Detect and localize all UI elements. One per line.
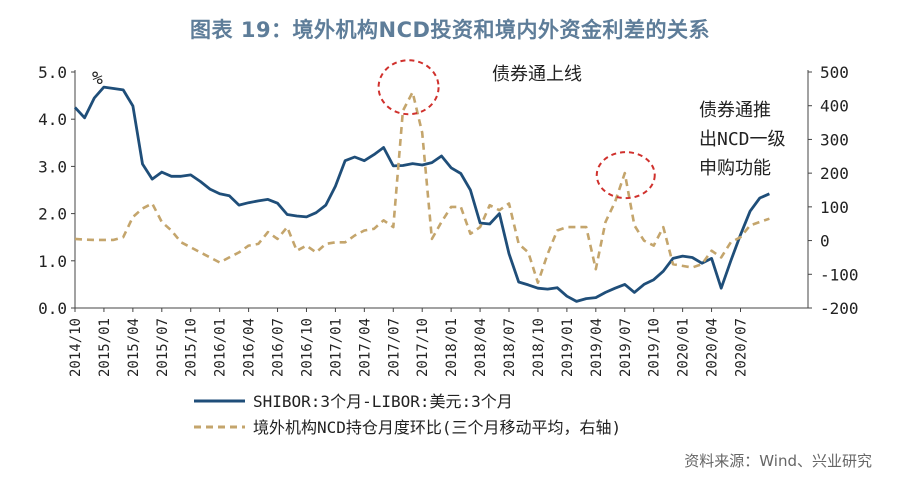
left-tick-label: 4.0 xyxy=(38,110,67,129)
x-tick-label: 2019/04 xyxy=(589,318,605,377)
x-tick-label: 2018/10 xyxy=(531,318,547,377)
x-tick-label: 2016/04 xyxy=(242,318,258,377)
right-tick-label: -100 xyxy=(820,265,859,284)
annotation-ncd-primary-subscription: 出NCD一级 xyxy=(699,129,786,150)
x-tick-label: 2018/07 xyxy=(502,318,518,377)
right-tick-label: 100 xyxy=(820,198,849,217)
x-tick-label: 2017/10 xyxy=(415,318,431,377)
x-tick-label: 2015/10 xyxy=(184,318,200,377)
x-tick-label: 2020/04 xyxy=(705,318,721,377)
right-tick-label: -200 xyxy=(820,299,859,318)
annotation-ncd-primary-subscription: 申购功能 xyxy=(699,158,771,179)
left-tick-label: 0.0 xyxy=(38,299,67,318)
right-tick-label: 400 xyxy=(820,97,849,116)
x-tick-label: 2016/07 xyxy=(271,318,287,377)
x-tick-label: 2019/10 xyxy=(647,318,663,377)
peak-highlight-ellipse xyxy=(595,151,656,200)
left-tick-label: 5.0 xyxy=(38,63,67,82)
x-tick-label: 2014/10 xyxy=(68,318,84,377)
right-tick-label: 0 xyxy=(820,232,830,251)
x-tick-label: 2015/01 xyxy=(97,318,113,377)
x-tick-label: 2016/10 xyxy=(299,318,315,377)
x-tick-label: 2017/07 xyxy=(386,318,402,377)
left-tick-label: 3.0 xyxy=(38,157,67,176)
x-tick-label: 2017/04 xyxy=(357,318,373,377)
x-tick-label: 2020/07 xyxy=(733,318,749,377)
x-tick-label: 2015/07 xyxy=(155,318,171,377)
legend-label-spread: SHIBOR:3个月-LIBOR:美元:3个月 xyxy=(253,392,513,411)
axes: 0.0 1.0 2.0 3.0 4.0 5.0 % -200 -100 0 100 200 300 400… xyxy=(38,63,858,377)
legend-label-ncd-holding: 境外机构NCD持仓月度环比(三个月移动平均，右轴) xyxy=(253,418,621,437)
x-tick-label: 2017/01 xyxy=(328,318,344,377)
marks xyxy=(73,85,770,303)
spread-series-line xyxy=(73,85,770,303)
annotation-ncd-primary-subscription: 债券通推 xyxy=(699,100,771,121)
legend: SHIBOR:3个月-LIBOR:美元:3个月境外机构NCD持仓月度环比(三个月… xyxy=(194,392,621,437)
right-tick-label: 500 xyxy=(820,63,849,82)
x-tick-label: 2018/01 xyxy=(444,318,460,377)
left-axis-unit: % xyxy=(92,68,103,89)
ncd-holding-series-line xyxy=(74,90,770,284)
right-tick-label: 300 xyxy=(820,130,849,149)
annotation-bond-connect-launch: 债券通上线 xyxy=(492,64,582,85)
source-note: 资料来源：Wind、兴业研究 xyxy=(684,452,872,470)
x-tick-label: 2018/04 xyxy=(473,318,489,377)
x-tick-label: 2019/07 xyxy=(618,318,634,377)
x-tick-label: 2015/04 xyxy=(126,318,142,377)
chart-title: 图表 19：境外机构NCD投资和境内外资金利差的关系 xyxy=(190,18,710,42)
peak-highlight-ellipse xyxy=(377,59,440,116)
right-tick-label: 200 xyxy=(820,164,849,183)
left-tick-label: 2.0 xyxy=(38,205,67,224)
x-tick-label: 2019/01 xyxy=(560,318,576,377)
x-tick-label: 2020/01 xyxy=(676,318,692,377)
left-tick-label: 1.0 xyxy=(38,252,67,271)
x-tick-label: 2016/01 xyxy=(213,318,229,377)
